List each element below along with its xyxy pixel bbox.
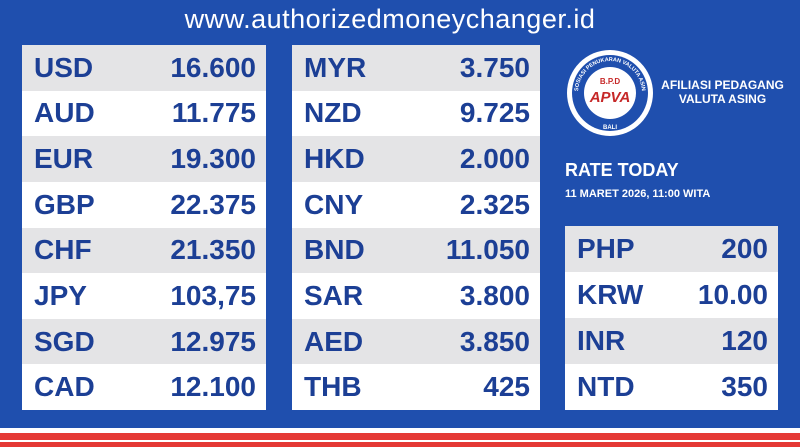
rate-value: 19.300 — [170, 143, 256, 175]
rate-row: BND 11.050 — [292, 227, 540, 274]
rate-value: 12.100 — [170, 371, 256, 403]
rate-value: 2.325 — [459, 188, 530, 220]
rate-value: 2.000 — [459, 143, 530, 175]
apva-logo: ASOSIASI PENUKARAN VALUTA ASING BALI B.P… — [565, 48, 653, 136]
stripe — [0, 433, 800, 440]
rate-row: AED 3.850 — [292, 318, 540, 365]
currency-code: CAD — [34, 371, 95, 403]
rate-value: 21.350 — [170, 234, 256, 266]
rate-date: 11 MARET 2026, 11:00 WITA — [565, 188, 711, 200]
caption-line: VALUTA ASING — [678, 92, 767, 106]
stripe — [0, 440, 800, 442]
stripe — [0, 442, 800, 447]
currency-code: INR — [577, 325, 626, 356]
currency-code: CNY — [304, 188, 364, 220]
currency-code: HKD — [304, 143, 365, 175]
currency-code: GBP — [34, 188, 95, 220]
rate-row: JPY 103,75 — [22, 273, 266, 319]
logo-name: APVA — [589, 89, 631, 106]
logo-caption: AFILIASI PEDAGANG VALUTA ASING — [655, 78, 790, 106]
rate-value: 3.850 — [459, 325, 530, 357]
rate-value: 3.800 — [459, 279, 530, 311]
logo-initials: B.P.D — [600, 77, 621, 86]
currency-code: SAR — [304, 279, 364, 311]
rate-row: AUD 11.775 — [22, 91, 266, 137]
rate-value: 11.775 — [171, 97, 256, 129]
rate-value: 120 — [721, 325, 768, 356]
rate-row: USD 16.600 — [22, 45, 266, 91]
currency-code: THB — [304, 371, 362, 403]
rate-row: CAD 12.100 — [22, 364, 266, 410]
currency-code: KRW — [577, 279, 644, 310]
rate-value: 103,75 — [170, 279, 256, 311]
rate-row: NTD 350 — [565, 364, 778, 410]
logo-region: BALI — [603, 125, 617, 131]
website-url: www.authorizedmoneychanger.id — [184, 4, 596, 34]
currency-code: NTD — [577, 371, 635, 402]
currency-code: NZD — [304, 97, 362, 129]
rate-table: PHP 200 KRW 10.00 INR 120 NTD 350 — [565, 226, 778, 410]
currency-code: MYR — [304, 51, 367, 83]
rate-row: SGD 12.975 — [22, 318, 266, 365]
currency-code: BND — [304, 234, 365, 266]
rate-row: GBP 22.375 — [22, 182, 266, 228]
rate-row: THB 425 — [292, 364, 540, 410]
rate-row: NZD 9.725 — [292, 91, 540, 137]
rate-row: HKD 2.000 — [292, 136, 540, 182]
stripe — [0, 428, 800, 433]
rate-title: RATE TODAY — [565, 160, 679, 180]
rate-row: EUR 19.300 — [22, 136, 266, 182]
currency-code: SGD — [34, 325, 95, 357]
currency-code: USD — [34, 51, 94, 83]
rate-row: PHP 200 — [565, 226, 778, 272]
rate-value: 3.750 — [459, 51, 530, 83]
rate-row: CNY 2.325 — [292, 182, 540, 228]
rate-row: KRW 10.00 — [565, 272, 778, 318]
rate-row: CHF 21.350 — [22, 227, 266, 274]
rate-value: 11.050 — [445, 234, 530, 266]
rate-value: 22.375 — [170, 188, 256, 220]
currency-code: AED — [304, 325, 364, 357]
rate-table: MYR 3.750 NZD 9.725 HKD 2.000 CNY 2.325 BND 11.05… — [292, 45, 540, 410]
currency-code: CHF — [34, 234, 92, 266]
rate-value: 10.00 — [697, 279, 768, 310]
rate-row: MYR 3.750 — [292, 45, 540, 91]
currency-code: JPY — [34, 279, 87, 311]
rate-value: 16.600 — [170, 51, 256, 83]
rate-value: 350 — [721, 371, 768, 402]
rate-row: SAR 3.800 — [292, 273, 540, 319]
rate-value: 12.975 — [170, 325, 256, 357]
rate-value: 425 — [483, 371, 530, 403]
rate-value: 200 — [721, 233, 768, 264]
currency-code: EUR — [34, 143, 94, 175]
currency-code: AUD — [34, 97, 95, 129]
currency-code: PHP — [577, 233, 635, 264]
rate-value: 9.725 — [459, 97, 530, 129]
rate-row: INR 120 — [565, 318, 778, 364]
rate-table: USD 16.600 AUD 11.775 EUR 19.300 GBP 22.375 CHF 2… — [22, 45, 266, 410]
caption-line: AFILIASI PEDAGANG — [661, 78, 784, 92]
